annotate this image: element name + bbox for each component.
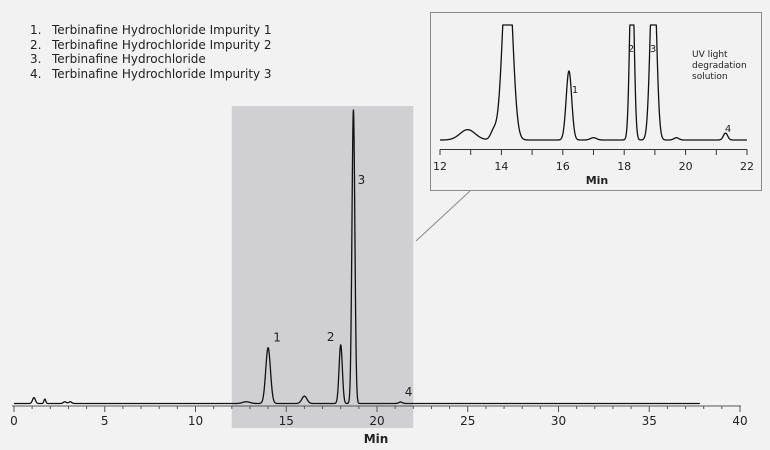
inset-frame — [430, 12, 762, 191]
main-tick-label: 15 — [279, 414, 294, 428]
legend-item: 4. Terbinafine Hydrochloride Impurity 3 — [30, 67, 272, 82]
legend-number: 3. — [30, 52, 42, 66]
peak-legend: 1. Terbinafine Hydrochloride Impurity 1 … — [30, 23, 272, 81]
main-tick-label: 35 — [642, 414, 657, 428]
main-tick-label: 20 — [369, 414, 384, 428]
main-tick-label: 0 — [10, 414, 18, 428]
inset-peak-label-2: 2 — [628, 44, 634, 55]
legend-label: Terbinafine Hydrochloride Impurity 3 — [52, 66, 272, 81]
inset-annotation: UV light degradation solution — [692, 50, 747, 82]
inset-annotation-line: solution — [692, 72, 728, 82]
inset-tick-label: 12 — [433, 160, 447, 173]
peak-label-2: 2 — [327, 330, 335, 344]
main-tick-label: 40 — [732, 414, 747, 428]
inset-tick-label: 20 — [679, 160, 693, 173]
legend-number: 4. — [30, 66, 42, 81]
inset-trace — [439, 24, 748, 141]
inset-x-axis-label: Min — [586, 174, 609, 187]
legend-item: 3. Terbinafine Hydrochloride — [30, 52, 272, 67]
legend-item: 2. Terbinafine Hydrochloride Impurity 2 — [30, 38, 272, 53]
legend-label: Terbinafine Hydrochloride — [52, 52, 206, 66]
legend-item: 1. Terbinafine Hydrochloride Impurity 1 — [30, 23, 272, 38]
main-tick-label: 10 — [188, 414, 203, 428]
inset-tick-label: 16 — [556, 160, 570, 173]
main-trace — [13, 109, 701, 405]
legend-label: Terbinafine Hydrochloride Impurity 1 — [52, 23, 272, 37]
main-x-axis-label: Min — [364, 432, 389, 446]
main-tick-label: 5 — [101, 414, 109, 428]
legend-number: 1. — [30, 23, 42, 37]
zoom-region — [231, 106, 414, 428]
inset-tick-label: 14 — [494, 160, 508, 173]
inset-peak-label-3: 3 — [650, 44, 656, 55]
peak-label-3: 3 — [358, 173, 366, 187]
legend-label: Terbinafine Hydrochloride Impurity 2 — [52, 37, 272, 52]
inset-tick-label: 22 — [740, 160, 754, 173]
inset-tick-label: 18 — [617, 160, 631, 173]
main-tick-label: 25 — [460, 414, 475, 428]
main-tick-label: 30 — [551, 414, 566, 428]
legend-number: 2. — [30, 37, 42, 52]
peak-label-4: 4 — [405, 385, 413, 399]
inset-peak-label-4: 4 — [725, 124, 731, 135]
inset-annotation-line: UV light — [692, 50, 728, 60]
zoom-connector — [415, 190, 471, 242]
inset-annotation-line: degradation — [692, 61, 747, 71]
peak-label-1: 1 — [273, 331, 281, 345]
inset-peak-label-1: 1 — [572, 85, 578, 96]
